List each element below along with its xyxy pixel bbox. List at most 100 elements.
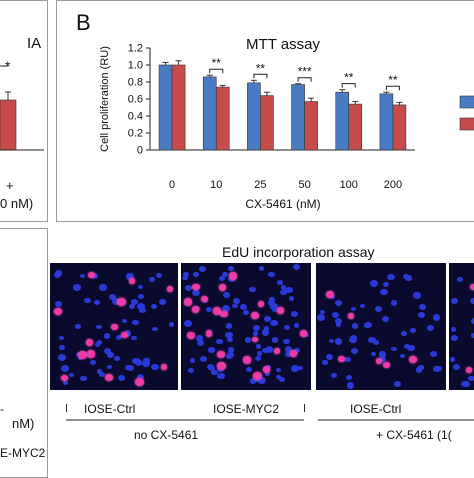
edu-label-ctrl-cx: IOSE-Ctrl bbox=[350, 402, 402, 416]
nucleus bbox=[222, 304, 231, 312]
edu-group-no-cx: no CX-5461 bbox=[134, 428, 199, 442]
nucleus bbox=[278, 376, 285, 383]
nucleus bbox=[390, 300, 397, 306]
nucleus bbox=[195, 335, 204, 342]
nucleus bbox=[150, 304, 157, 310]
nucleus bbox=[360, 303, 366, 309]
y-tick-label: 0 bbox=[137, 145, 143, 157]
nucleus bbox=[258, 266, 264, 271]
nucleus bbox=[269, 303, 278, 310]
nucleus bbox=[99, 284, 108, 291]
nucleus bbox=[272, 337, 279, 343]
nucleus bbox=[277, 280, 283, 286]
nucleus bbox=[450, 297, 458, 304]
nucleus bbox=[404, 344, 411, 350]
nucleus bbox=[263, 325, 270, 331]
nucleus bbox=[284, 346, 293, 353]
nucleus bbox=[380, 288, 388, 296]
nucleus bbox=[349, 334, 357, 341]
edu-positive-nucleus bbox=[192, 283, 200, 291]
significance-bracket bbox=[385, 85, 400, 91]
nucleus bbox=[138, 307, 146, 314]
bar bbox=[158, 64, 173, 151]
nucleus bbox=[268, 271, 276, 278]
x-tick-label: 0 bbox=[169, 179, 175, 191]
nucleus bbox=[128, 303, 136, 310]
nucleus bbox=[149, 277, 156, 283]
micrograph-ctrl bbox=[50, 263, 178, 390]
nucleus bbox=[409, 327, 417, 334]
nucleus bbox=[54, 300, 63, 307]
panel-c-group: E-MYC2 bbox=[0, 446, 46, 460]
nucleus bbox=[346, 382, 354, 389]
nucleus bbox=[256, 351, 262, 356]
nucleus bbox=[168, 321, 175, 327]
y-tick-label: 0.2 bbox=[128, 128, 143, 140]
y-axis-label: Cell proliferation (RU) bbox=[99, 46, 111, 152]
edu-positive-nucleus bbox=[251, 311, 259, 319]
nucleus bbox=[457, 277, 463, 283]
nucleus bbox=[429, 351, 437, 358]
chart-title: MTT assay bbox=[246, 36, 320, 53]
edu-positive-nucleus bbox=[186, 332, 195, 339]
nucleus bbox=[400, 330, 408, 337]
edu-positive-nucleus bbox=[191, 306, 199, 313]
nucleus bbox=[283, 338, 290, 345]
nucleus bbox=[328, 338, 335, 344]
y-tick-label: 0.6 bbox=[128, 94, 143, 106]
nucleus bbox=[192, 271, 199, 277]
edu-positive-nucleus bbox=[86, 339, 94, 346]
nucleus bbox=[343, 356, 351, 363]
nucleus bbox=[270, 319, 278, 327]
nucleus bbox=[131, 299, 139, 306]
nucleus bbox=[209, 366, 215, 372]
nucleus bbox=[380, 356, 387, 362]
nucleus bbox=[104, 347, 112, 354]
bar bbox=[247, 82, 261, 151]
y-tick-label: 1.2 bbox=[128, 43, 143, 55]
nucleus bbox=[285, 351, 292, 358]
nucleus bbox=[228, 265, 234, 271]
nucleus bbox=[373, 340, 380, 346]
nucleus bbox=[450, 335, 458, 342]
nucleus bbox=[104, 333, 111, 339]
nucleus bbox=[322, 360, 328, 365]
nucleus bbox=[205, 307, 212, 313]
significance-bracket bbox=[253, 73, 268, 79]
nucleus bbox=[405, 275, 412, 281]
x-tick-label: 10 bbox=[210, 179, 222, 191]
nucleus bbox=[108, 293, 116, 300]
nucleus bbox=[192, 289, 201, 297]
bar bbox=[392, 104, 407, 151]
nucleus bbox=[57, 353, 66, 361]
nucleus bbox=[131, 335, 137, 341]
nucleus bbox=[221, 271, 229, 278]
nucleus bbox=[280, 289, 287, 296]
significance-bracket bbox=[341, 83, 356, 88]
nucleus bbox=[261, 329, 270, 336]
nucleus bbox=[112, 297, 118, 303]
nucleus bbox=[452, 364, 460, 371]
nucleus bbox=[387, 273, 396, 281]
nucleus bbox=[199, 355, 208, 363]
nucleus bbox=[79, 273, 85, 279]
nucleus bbox=[244, 337, 252, 343]
nucleus bbox=[75, 323, 81, 329]
panel-c-minus: - bbox=[0, 402, 4, 416]
edu-positive-nucleus bbox=[408, 355, 418, 364]
edu-positive-nucleus bbox=[216, 351, 225, 359]
nucleus bbox=[418, 311, 426, 318]
nucleus bbox=[470, 297, 474, 305]
edu-positive-nucleus bbox=[263, 366, 270, 373]
nucleus bbox=[151, 363, 160, 371]
nucleus bbox=[62, 380, 68, 386]
edu-positive-nucleus bbox=[88, 271, 95, 278]
nucleus bbox=[426, 325, 434, 331]
nucleus bbox=[137, 303, 145, 310]
edu-positive-nucleus bbox=[217, 361, 227, 370]
nucleus bbox=[121, 318, 127, 324]
nucleus bbox=[134, 359, 143, 366]
edu-positive-nucleus bbox=[299, 329, 308, 337]
nucleus bbox=[293, 323, 300, 329]
micrograph-ctrl-cx bbox=[316, 263, 446, 390]
